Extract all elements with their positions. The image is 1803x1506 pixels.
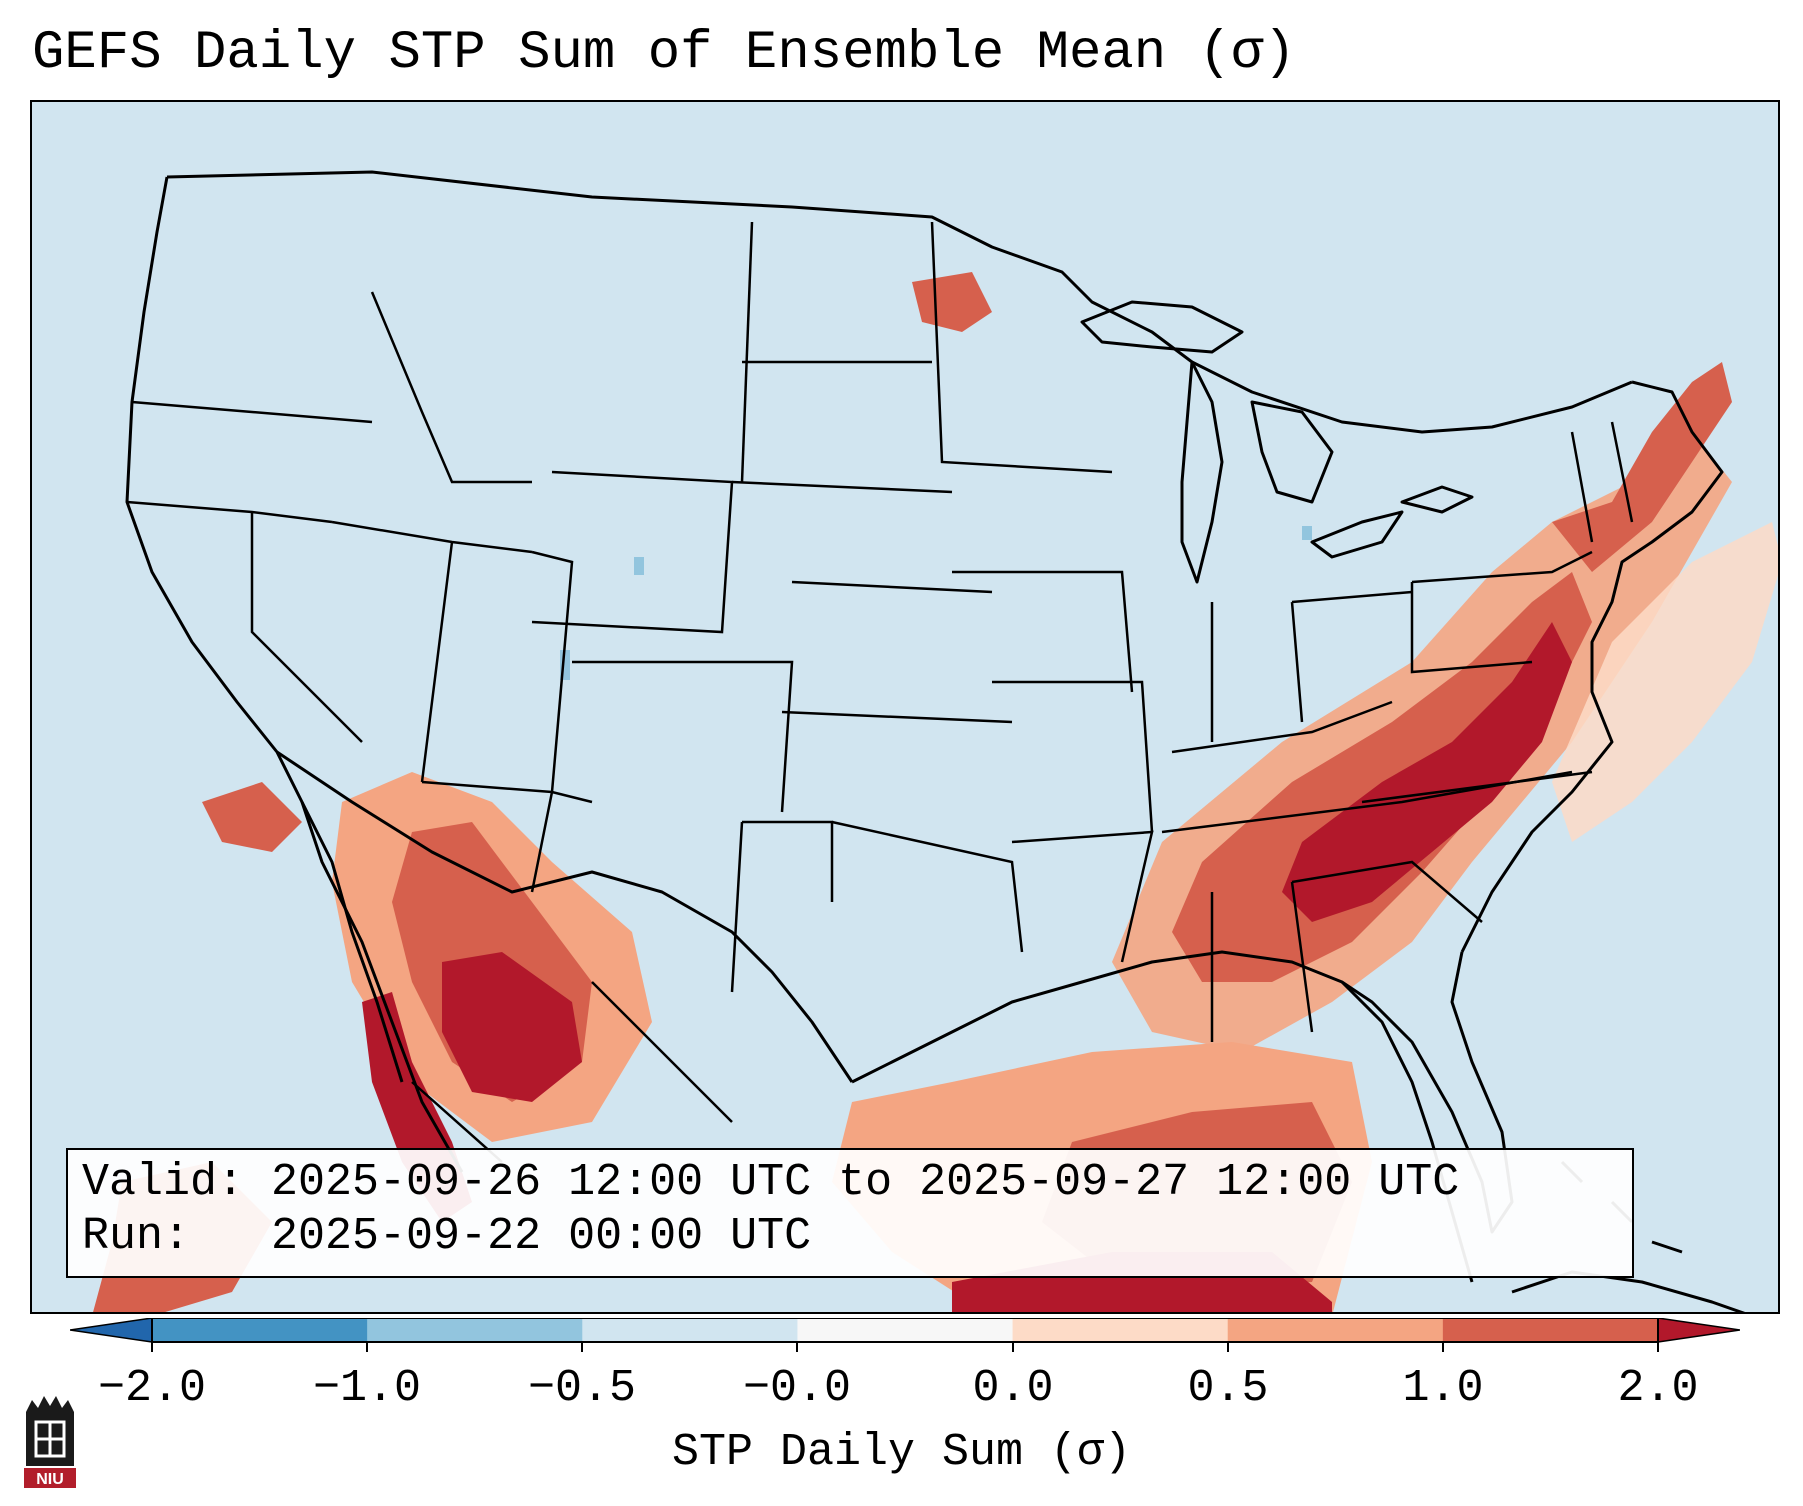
state-line-sd-ne xyxy=(731,480,953,494)
valid-run-info-box: Valid: 2025-09-26 12:00 UTC to 2025-09-2… xyxy=(66,1148,1634,1278)
state-line-ne-ks xyxy=(791,580,993,594)
us-canada-border xyxy=(166,170,1633,434)
us-east-coast xyxy=(1460,380,1724,953)
colorbar-segment xyxy=(1012,1318,1229,1342)
colorbar-tick-label: 0.5 xyxy=(1187,1363,1269,1414)
niu-logo: NIU xyxy=(24,1396,76,1488)
anomaly-utah-negative xyxy=(634,557,644,575)
state-line-nv-ut xyxy=(420,541,454,783)
state-line-mt-nd xyxy=(740,221,754,483)
lake-michigan xyxy=(1180,360,1224,584)
colorbar-tick-label: −2.0 xyxy=(97,1363,207,1414)
state-line-ok-tx xyxy=(831,820,1024,953)
state-line-ut-co xyxy=(531,550,574,793)
anomaly-northeast xyxy=(1552,362,1732,572)
state-line-ks-ok xyxy=(781,710,1013,724)
anomaly-se-us-max xyxy=(1282,622,1572,922)
state-line-az-nm xyxy=(530,791,554,893)
colorbar-segment xyxy=(582,1318,798,1342)
colorbar-ticks xyxy=(151,1342,1659,1352)
us-mexico-border xyxy=(276,750,854,1083)
state-line-ar-la xyxy=(1011,830,1154,963)
cuba xyxy=(1511,1270,1746,1312)
colorbar-segment xyxy=(1442,1318,1659,1342)
valid-time-text: Valid: 2025-09-26 12:00 UTC to 2025-09-2… xyxy=(82,1157,1460,1208)
state-line-id-mt xyxy=(370,291,532,484)
colorbar-tick-label: −0.0 xyxy=(742,1363,852,1414)
state-line-nc-va xyxy=(1361,770,1593,804)
map-svg xyxy=(93,170,1778,1312)
anomaly-se-us-strong xyxy=(1172,572,1592,982)
colorbar-under-arrow xyxy=(70,1318,153,1343)
colorbar xyxy=(70,1318,1740,1352)
colorbar-over-arrow xyxy=(1657,1318,1740,1343)
anomaly-southwest-max xyxy=(442,952,582,1102)
lake-huron xyxy=(1250,400,1334,504)
colorbar-segment xyxy=(797,1318,1014,1342)
anomaly-atlantic xyxy=(1552,522,1778,842)
state-line-pa-ny xyxy=(1410,550,1593,674)
gulf-coast xyxy=(851,950,1474,1283)
colorbar-segments xyxy=(152,1318,1659,1342)
anomaly-ohio-negative xyxy=(1302,526,1312,540)
state-lines-layer xyxy=(126,221,1634,1163)
state-line-wy xyxy=(531,470,734,634)
colorbar-label: STP Daily Sum (σ) xyxy=(671,1427,1132,1478)
anomaly-colorado-negative xyxy=(560,650,570,680)
state-line-co-ks xyxy=(572,660,794,813)
state-line-or-ca-nv xyxy=(126,500,333,524)
state-line-nm-tx xyxy=(730,820,834,993)
anomaly-manitoba xyxy=(912,272,992,332)
colorbar-tick-label: −1.0 xyxy=(312,1363,422,1414)
logo-text: NIU xyxy=(36,1471,64,1488)
baja-coast xyxy=(300,801,464,1173)
chart-title: GEFS Daily STP Sum of Ensemble Mean (σ) xyxy=(32,23,1296,84)
state-line-new-england xyxy=(1570,421,1634,543)
colorbar-tick-label: 0.0 xyxy=(972,1363,1054,1414)
us-west-coast xyxy=(125,176,404,1083)
state-line-mn xyxy=(930,221,1113,474)
state-line-ca-nv xyxy=(250,512,363,743)
colorbar-tick-label: 1.0 xyxy=(1402,1363,1484,1414)
state-line-il-in-oh xyxy=(1210,590,1413,742)
colorbar-tick-label: 2.0 xyxy=(1617,1363,1699,1414)
state-line-ga-sc xyxy=(1291,860,1483,923)
lake-superior xyxy=(1080,300,1244,354)
boundaries-layer xyxy=(125,170,1746,1312)
colorbar-tick-label: −0.5 xyxy=(527,1363,637,1414)
run-time-text: Run: 2025-09-22 00:00 UTC xyxy=(82,1211,812,1262)
map-panel xyxy=(30,100,1780,1314)
state-line-id-nv-ut xyxy=(331,520,533,554)
colorbar-segment xyxy=(152,1318,368,1342)
colorbar-segment xyxy=(1227,1318,1444,1342)
logo-text-band xyxy=(24,1468,76,1488)
anomaly-nevada xyxy=(202,782,302,852)
lake-erie xyxy=(1310,510,1404,559)
colorbar-segment xyxy=(367,1318,583,1342)
colorbar-outline xyxy=(151,1318,1659,1343)
state-line-ms-al xyxy=(1210,881,1314,1042)
state-line-wa-or xyxy=(131,400,373,424)
state-line-ky-tn-north xyxy=(1171,700,1393,754)
state-line-ia xyxy=(952,570,1134,693)
lake-ontario xyxy=(1400,485,1474,514)
state-line-mo xyxy=(992,680,1154,833)
